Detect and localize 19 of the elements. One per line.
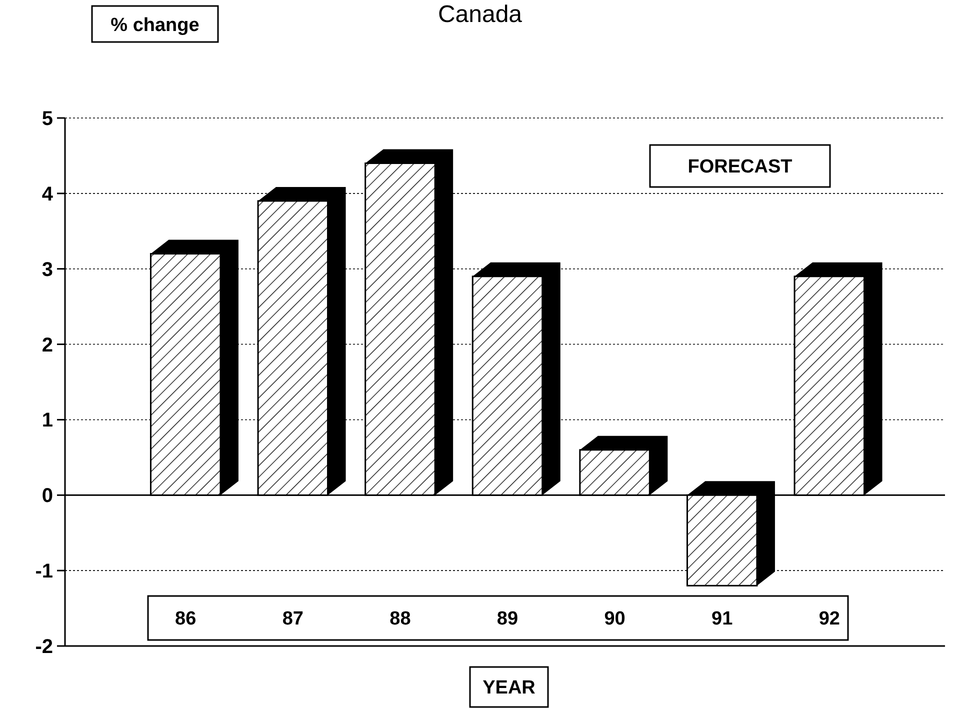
x-axis-title: YEAR [482, 678, 536, 699]
y-tick-label: -1 [35, 560, 53, 583]
annotation: FORECAST [688, 156, 793, 178]
y-tick-label: 0 [42, 485, 53, 508]
y-tick-label: -2 [35, 636, 53, 658]
y-tick-label: 1 [42, 410, 53, 432]
x-tick-label: 90 [604, 608, 626, 630]
chart-title: Canada [438, 1, 523, 28]
x-tick-label: 89 [496, 608, 518, 630]
y-tick-label: 3 [42, 258, 53, 281]
y-tick-label: 4 [42, 183, 54, 206]
x-tick-label: 87 [282, 608, 304, 630]
x-tick-label: 86 [175, 608, 196, 630]
x-tick-label: 88 [390, 608, 411, 630]
x-tick-label: 92 [818, 608, 840, 630]
y-tick-label: 2 [42, 334, 53, 356]
y-axis-title: % change [110, 15, 200, 36]
x-tick-label: 91 [712, 608, 734, 630]
y-tick-label: 5 [42, 108, 53, 130]
